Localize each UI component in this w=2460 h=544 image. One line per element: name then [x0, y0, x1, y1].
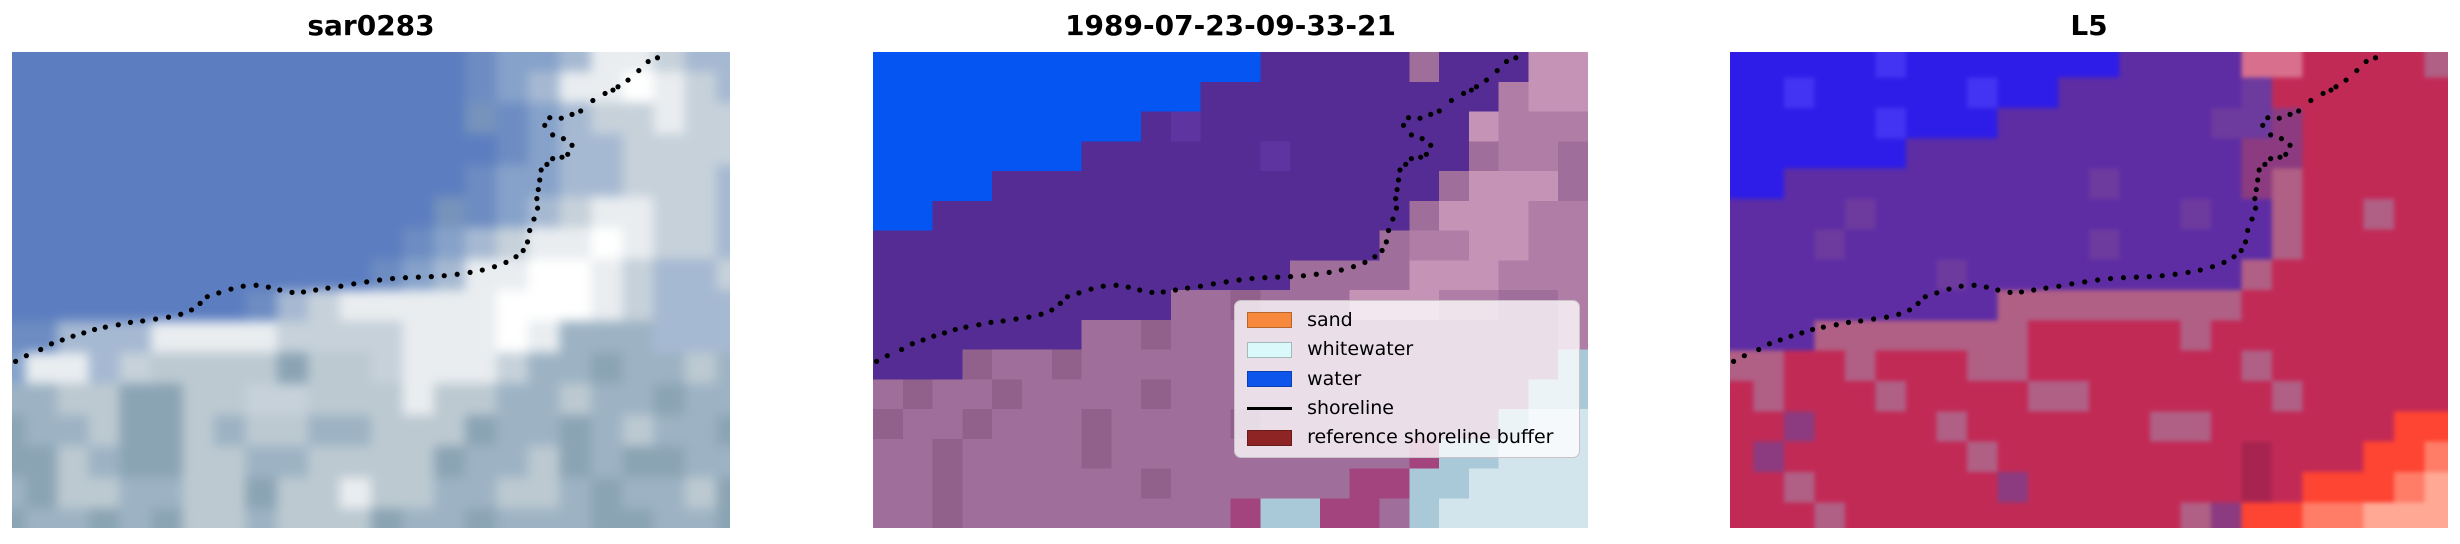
legend-label: reference shoreline buffer [1307, 426, 1554, 449]
legend-label: whitewater [1307, 338, 1414, 361]
legend-item: shoreline [1247, 396, 1567, 419]
legend-swatch-reference-shoreline-buffer [1247, 429, 1293, 446]
l5-image-canvas [1730, 52, 2448, 528]
legend-swatch-whitewater [1247, 341, 1293, 358]
l5-image-panel [1730, 52, 2448, 528]
legend-swatch-water [1247, 370, 1293, 387]
panel-title-l5: L5 [2070, 8, 2108, 42]
panel-title-sar0283: sar0283 [307, 8, 435, 42]
legend-swatch-sand [1247, 312, 1293, 329]
legend: sand whitewater water shoreline reference sh… [1234, 299, 1581, 459]
legend-label: water [1307, 367, 1362, 390]
legend-item: water [1247, 367, 1567, 390]
legend-item: reference shoreline buffer [1247, 427, 1567, 448]
classified-image-panel: sand whitewater water shoreline reference sh… [873, 52, 1588, 528]
legend-swatch-shoreline [1247, 406, 1293, 410]
panel-title-date: 1989-07-23-09-33-21 [1065, 8, 1396, 42]
legend-label: shoreline [1307, 396, 1395, 419]
sar-image-panel [12, 52, 730, 528]
legend-item: sand [1247, 310, 1567, 331]
sar-image-canvas [12, 52, 730, 528]
legend-label: sand [1307, 308, 1353, 331]
legend-item: whitewater [1247, 339, 1567, 360]
